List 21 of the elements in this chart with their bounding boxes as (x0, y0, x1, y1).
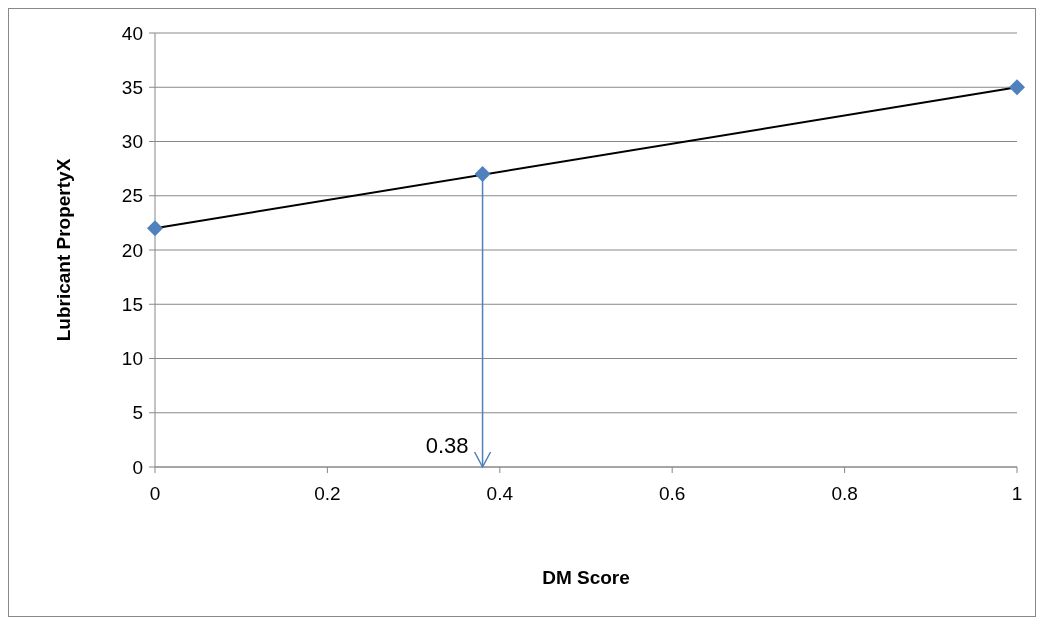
y-tick-label: 15 (121, 293, 143, 315)
y-tick-label: 30 (121, 131, 143, 153)
x-axis-title: DM Score (542, 567, 630, 588)
x-tick-label: 0 (149, 483, 161, 504)
y-tick-label: 20 (121, 239, 143, 261)
y-tick-label: 5 (132, 402, 143, 424)
y-tick-label: 40 (121, 22, 143, 44)
x-tick-label: 0.6 (658, 483, 686, 504)
point (147, 220, 163, 237)
point (474, 166, 491, 183)
x-tick-label: 1 (1011, 483, 1023, 504)
x-tick-label: 0.4 (486, 483, 514, 504)
x-tick-label: 0.8 (831, 483, 858, 504)
ref-line-label: 0.38 (425, 433, 469, 458)
y-tick-label: 25 (121, 185, 143, 207)
x-tick-label: 0.2 (314, 483, 341, 504)
y-tick-label: 0 (132, 456, 143, 478)
y-tick-label: 35 (121, 76, 143, 98)
y-axis-title: Lubricant PropertyX (53, 158, 74, 342)
point (1009, 79, 1025, 96)
y-tick-label: 10 (121, 348, 143, 370)
